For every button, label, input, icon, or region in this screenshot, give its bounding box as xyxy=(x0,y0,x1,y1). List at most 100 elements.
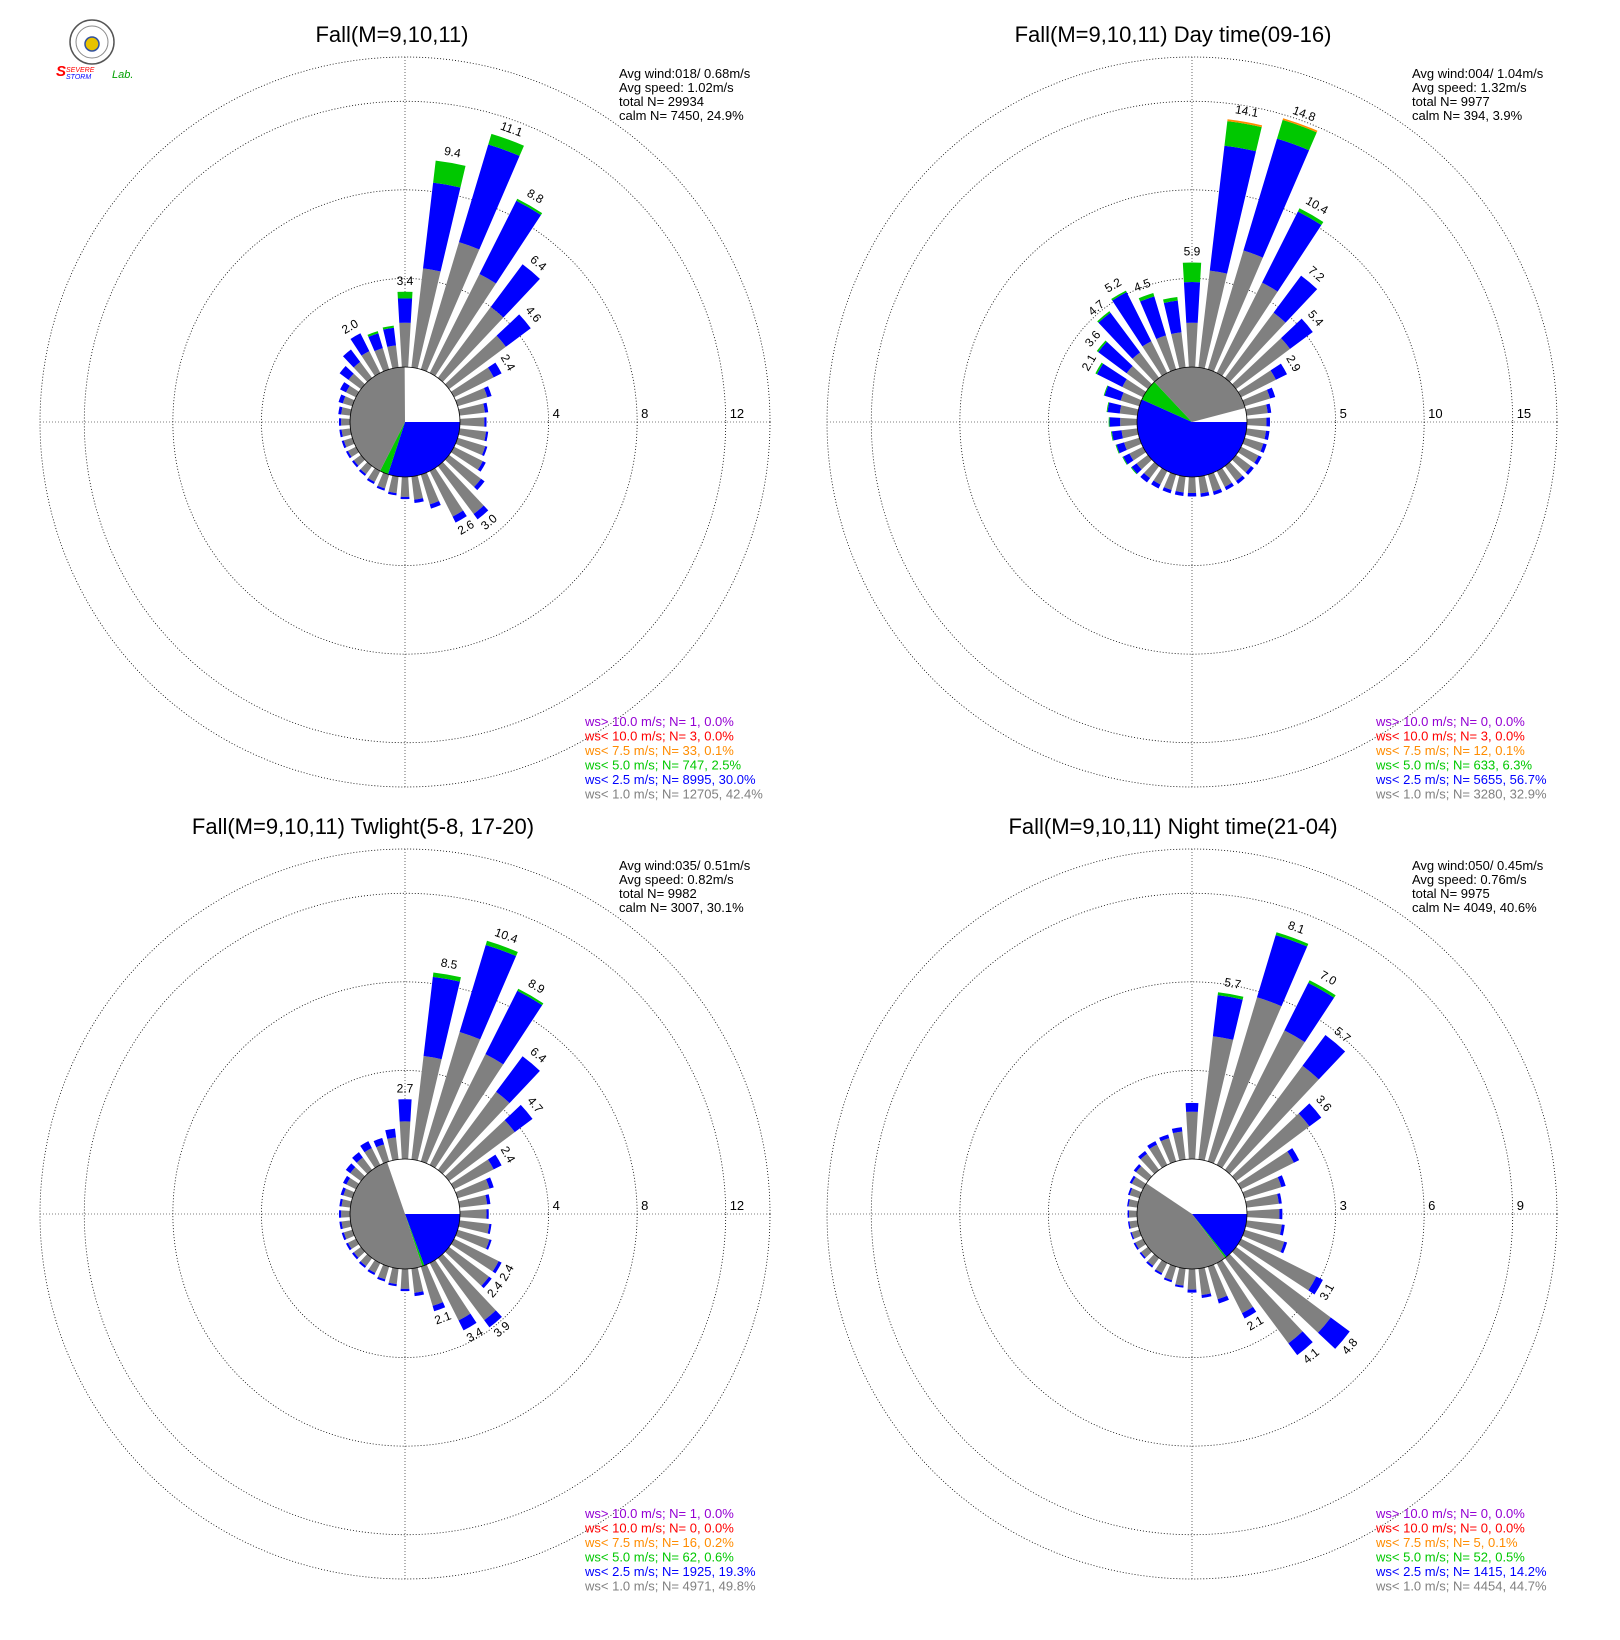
petal-label: 2.9 xyxy=(1283,353,1304,375)
petal-segment xyxy=(1098,312,1141,359)
petal-segment xyxy=(1175,475,1186,493)
petal-segment xyxy=(400,496,410,500)
petal-segment xyxy=(1136,1166,1152,1182)
petal-label: 5.7 xyxy=(1332,1024,1354,1046)
petal-segment xyxy=(488,133,524,156)
petal-segment xyxy=(414,498,424,504)
petal-segment xyxy=(1262,211,1322,292)
petal-segment xyxy=(1147,1254,1160,1266)
petal-segment xyxy=(341,440,347,449)
petal-segment xyxy=(385,1128,396,1139)
pie-slice xyxy=(1137,1183,1226,1269)
petal-segment xyxy=(1209,145,1256,274)
petal-segment xyxy=(1182,262,1202,283)
petal-segment xyxy=(1174,1284,1184,1288)
petal-segment xyxy=(1121,428,1139,439)
petal-segment xyxy=(346,1177,360,1190)
petal-segment xyxy=(1128,1187,1133,1196)
stat-line: total N= 9975 xyxy=(1412,886,1490,901)
petal-segment xyxy=(360,1141,372,1153)
petal-segment xyxy=(1266,417,1271,427)
petal-segment xyxy=(1308,1276,1323,1295)
legend-entry: ws< 1.0 m/s; N= 4971, 49.8% xyxy=(584,1579,756,1594)
petal-segment xyxy=(1140,1153,1160,1174)
petal-segment xyxy=(459,417,485,427)
pie-slice xyxy=(1192,1214,1247,1257)
petal-segment xyxy=(1237,370,1276,398)
petal-segment xyxy=(1245,404,1268,416)
petal-segment xyxy=(1224,312,1286,382)
petal-segment xyxy=(411,1267,424,1293)
petal-segment xyxy=(1183,281,1201,323)
legend-entry: ws< 10.0 m/s; N= 0, 0.0% xyxy=(1375,1521,1525,1536)
petal-segment xyxy=(414,1291,425,1297)
petal-segment xyxy=(366,478,375,484)
petal-segment xyxy=(1277,1193,1282,1204)
petal-segment xyxy=(1147,1141,1158,1150)
petal-segment xyxy=(1162,487,1172,494)
petal-label: 14.1 xyxy=(1234,102,1260,120)
petal-segment xyxy=(1308,980,1336,998)
petal-segment xyxy=(437,462,484,515)
petal-segment xyxy=(343,1229,355,1240)
petal-segment xyxy=(458,1313,477,1331)
petal-label: 11.1 xyxy=(499,119,525,140)
petal-segment xyxy=(400,1288,410,1292)
petal-label: 5.2 xyxy=(1102,275,1124,296)
petal-segment xyxy=(1302,1034,1346,1080)
legend-entry: ws< 10.0 m/s; N= 0, 0.0% xyxy=(584,1521,734,1536)
petal-segment xyxy=(342,349,361,368)
petal-segment xyxy=(1207,250,1263,372)
petal-segment xyxy=(445,1120,515,1182)
petal-segment xyxy=(459,1209,487,1219)
petal-segment xyxy=(1106,402,1110,413)
petal-segment xyxy=(1129,1220,1139,1229)
legend-entry: ws< 10.0 m/s; N= 3, 0.0% xyxy=(584,729,734,744)
petal-segment xyxy=(1129,446,1147,461)
petal-label: 3.4 xyxy=(397,274,414,288)
legend-entry: ws> 10.0 m/s; N= 1, 0.0% xyxy=(584,714,734,729)
petal-segment xyxy=(486,1177,494,1189)
petal-segment xyxy=(358,1261,367,1268)
stat-line: calm N= 394, 3.9% xyxy=(1412,108,1523,123)
petal-segment xyxy=(1140,296,1167,339)
petal-label: 6.4 xyxy=(528,252,550,274)
legend-entry: ws< 1.0 m/s; N= 4454, 44.7% xyxy=(1375,1579,1547,1594)
petal-label: 8.9 xyxy=(526,976,548,997)
petal-segment xyxy=(496,314,531,347)
petal-segment xyxy=(1237,1151,1294,1190)
petal-segment xyxy=(342,396,355,407)
petal-segment xyxy=(485,940,518,957)
petal-segment xyxy=(1139,1251,1146,1259)
petal-segment xyxy=(1163,1277,1173,1283)
stat-line: total N= 9982 xyxy=(619,886,697,901)
pie-slice xyxy=(349,367,405,472)
logo-text-severe: SEVERE xyxy=(66,67,95,74)
petal-segment xyxy=(353,1246,365,1258)
petal-segment xyxy=(1280,1224,1285,1236)
petal-segment xyxy=(1141,1246,1152,1258)
grid-ring xyxy=(261,278,549,566)
petal-segment xyxy=(341,1232,347,1241)
chart-title: Fall(M=9,10,11) xyxy=(315,22,468,47)
petal-segment xyxy=(473,505,489,520)
petal-segment xyxy=(1163,300,1182,334)
petal-segment xyxy=(1281,318,1313,349)
pie-slice xyxy=(1192,1214,1227,1258)
petal-segment xyxy=(429,1259,471,1321)
petal-label: 5.9 xyxy=(1184,245,1201,259)
petal-label: 8.8 xyxy=(525,186,547,207)
petal-segment xyxy=(1186,322,1198,368)
petal-segment xyxy=(429,467,464,517)
grid-ring xyxy=(1048,1070,1336,1358)
petal-segment xyxy=(1187,492,1197,497)
petal-segment xyxy=(445,1246,490,1286)
petal-segment xyxy=(338,1210,342,1218)
petal-segment xyxy=(477,461,486,472)
petal-segment xyxy=(1096,340,1107,353)
petal-segment xyxy=(411,1056,442,1161)
petal-segment xyxy=(420,1031,481,1164)
petal-segment xyxy=(1232,338,1291,390)
petal-segment xyxy=(360,462,373,475)
